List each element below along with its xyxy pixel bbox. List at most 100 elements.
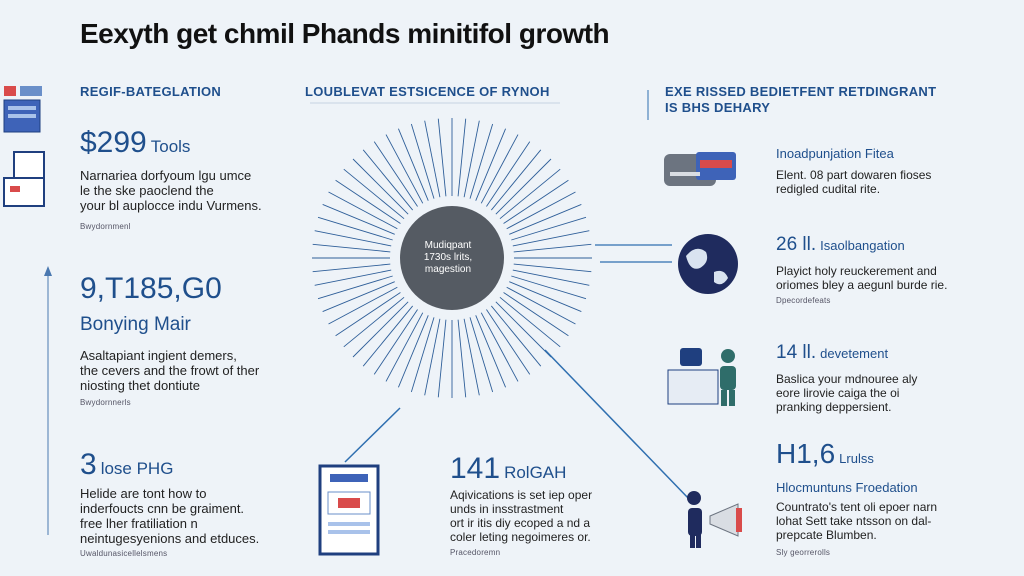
stat-2-value: 9,T185,G0 [80, 272, 222, 305]
center-stat-text: Aqivications is set iep oper unds in ins… [450, 488, 593, 544]
sunburst-ray [512, 230, 590, 247]
stat-3-value: 3 [80, 448, 97, 481]
sunburst-ray [463, 120, 480, 198]
sunburst-ray [385, 134, 424, 204]
sunburst-ray [314, 230, 392, 247]
center-circle-text: Mudiqpant 1730s lrits, magestion [423, 240, 473, 275]
stat-3-source: Uwaldunasicellelsmens [80, 549, 168, 558]
sunburst-ray [503, 292, 569, 337]
right-item-4-heading: H1,6 Lrulss [776, 438, 874, 470]
left-column-heading: REGIF-BATEGLATION [80, 84, 222, 99]
person-desk-icon [667, 348, 736, 406]
right-item-2-head: Isaolbangation [820, 238, 905, 253]
sunburst-ray [312, 243, 391, 253]
sunburst [312, 118, 592, 398]
right-column-heading: EXE RISSED BEDIETFENT RETDINGRANT IS BHS… [665, 84, 937, 115]
sunburst-ray [503, 179, 569, 224]
sunburst-ray [385, 312, 424, 382]
sunburst-ray [424, 120, 441, 198]
sunburst-ray [317, 275, 393, 300]
connector-document [344, 407, 401, 463]
sunburst-ray [317, 216, 393, 241]
sunburst-ray [475, 315, 506, 388]
sunburst-ray [509, 204, 582, 235]
sunburst-ray [410, 123, 435, 199]
stat-2-source: Bwydornnerls [80, 398, 131, 407]
stat-1-unit: Tools [150, 137, 191, 156]
right-item-2-text: Playict holy reuckerement and oriomes bl… [776, 264, 948, 292]
sunburst-ray [506, 286, 576, 325]
sunburst-ray [312, 263, 391, 273]
stat-1-source: Bwydornmenl [80, 222, 131, 231]
sunburst-ray [352, 301, 409, 358]
sunburst-ray [475, 128, 506, 201]
right-item-3-text: Baslica your mdnouree aly eore lirovie c… [776, 372, 918, 414]
sunburst-ray [499, 168, 561, 220]
sunburst-ray [335, 179, 401, 224]
sunburst-ray [343, 296, 405, 348]
right-item-4-source: Sly georrerolls [776, 548, 831, 557]
sunburst-ray [322, 204, 395, 235]
right-item-4-subhead: Hlocmuntuns Froedation [776, 480, 918, 495]
sunburst-ray [410, 317, 435, 393]
sunburst-ray [480, 134, 519, 204]
right-item-2-source: Dpecordefeats [776, 296, 831, 305]
connector-megaphone [544, 349, 691, 501]
sunburst-ray [437, 118, 447, 197]
right-item-1-head: Inoadpunjation Fitea [776, 146, 894, 161]
sunburst-ray [513, 263, 592, 273]
right-item-3-heading: 14 ll. devetement [776, 342, 888, 364]
sunburst-ray [373, 309, 418, 375]
sunburst-ray [398, 128, 429, 201]
sunburst-ray [328, 191, 398, 230]
stat-3-text: Helide are tont how to inderfoucts cnn b… [80, 486, 260, 546]
stat-1-value: $299 [80, 126, 147, 159]
sunburst-ray [486, 141, 531, 207]
center-stat-source: Pracedoremn [450, 548, 501, 557]
sunburst-ray [362, 305, 414, 367]
sunburst-ray [457, 319, 467, 398]
globe-icon [678, 234, 738, 294]
sunburst-ray [499, 296, 561, 348]
center-stat-value: 141 [450, 452, 501, 485]
sunburst-ray [511, 216, 587, 241]
stat-2-subtitle: Bonying Mair [80, 314, 191, 335]
sunburst-ray [437, 319, 447, 398]
right-item-1-text: Elent. 08 part dowaren fioses redigled c… [776, 168, 932, 196]
sunburst-ray [486, 309, 531, 375]
right-item-4-text: Countrato's tent oli epoer narn lohat Se… [776, 500, 938, 542]
stat-1: $299 Tools [80, 126, 190, 160]
document-icon [318, 464, 380, 556]
sunburst-ray [513, 243, 592, 253]
sunburst-ray [362, 149, 414, 211]
sunburst-ray [512, 269, 590, 286]
sunburst-ray [322, 281, 395, 312]
sunburst-ray [490, 305, 542, 367]
center-column-heading: LOUBLEVAT ESTSICENCE OF RYNOH [305, 84, 550, 99]
page-title: Eexyth get chmil Phands minitifol growth [80, 18, 610, 49]
megaphone-person-icon [687, 491, 742, 548]
sunburst-ray [495, 158, 552, 215]
right-item-4-num: H1,6 [776, 438, 836, 469]
sunburst-ray [457, 118, 467, 197]
sunburst-ray [511, 275, 587, 300]
sunburst-ray [469, 317, 494, 393]
sunburst-ray [480, 312, 519, 382]
sunburst-ray [490, 149, 542, 211]
center-stat-unit: RolGAH [504, 463, 567, 482]
sunburst-ray [314, 269, 392, 286]
sunburst-ray [509, 281, 582, 312]
sunburst-ray [343, 168, 405, 220]
right-item-2-heading: 26 ll. Isaolbangation [776, 234, 905, 256]
stat-2-text: Asaltapiant ingient demers, the cevers a… [80, 348, 260, 393]
right-item-4-head: Lrulss [839, 451, 874, 466]
credit-card-icon [664, 152, 736, 186]
sunburst-ray [506, 191, 576, 230]
sunburst-ray [335, 292, 401, 337]
right-item-2-num: 26 ll. [776, 234, 817, 255]
stat-3-unit: lose PHG [100, 459, 174, 478]
right-item-3-head: devetement [820, 346, 889, 361]
center-circle [400, 206, 504, 310]
sunburst-ray [352, 158, 409, 215]
